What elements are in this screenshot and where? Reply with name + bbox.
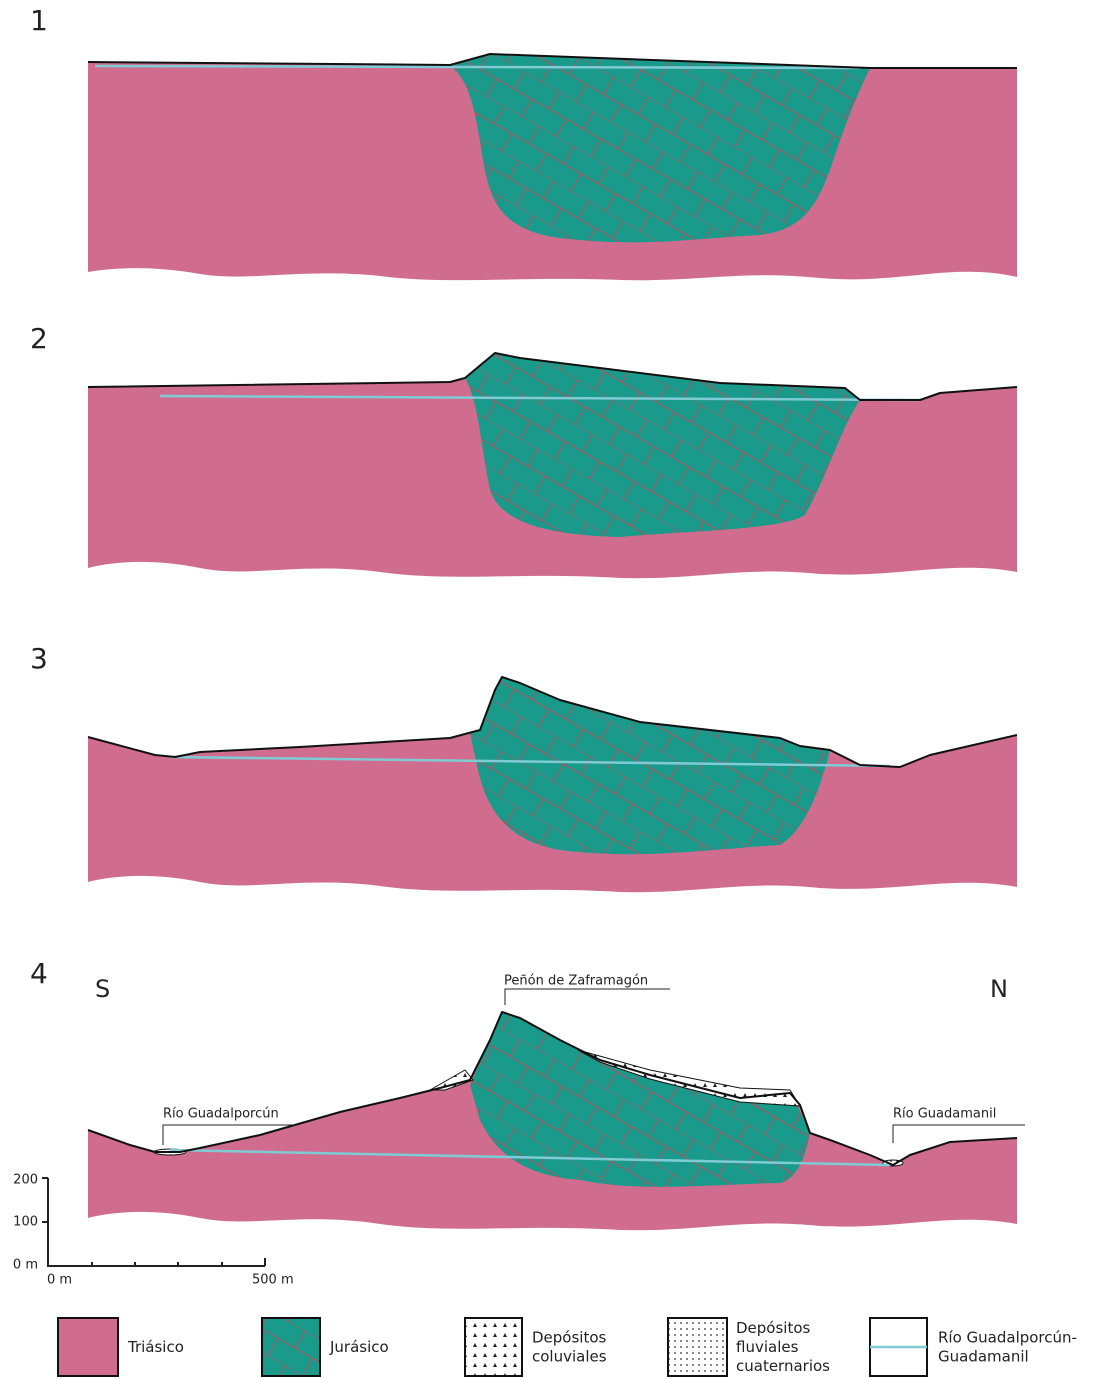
river (169, 1148, 891, 1167)
south-label: S (95, 975, 110, 1003)
surface (87, 352, 1018, 401)
scale-label: 0 m (47, 1273, 72, 1288)
legend-line: fluviales (736, 1338, 799, 1356)
north-label: N (990, 975, 1008, 1003)
colluvial-deposit (428, 1069, 474, 1091)
surface (87, 1011, 1018, 1166)
panel-label: 1 (30, 4, 48, 37)
jurassic (470, 1012, 810, 1187)
panel-label: 3 (30, 642, 48, 675)
jurassic (470, 677, 830, 855)
river (159, 394, 921, 402)
legend-line: Guadamanil (938, 1347, 1029, 1365)
section-2: 2 (30, 322, 1018, 579)
legend-line: Depósitos (532, 1328, 607, 1346)
jurassic (465, 353, 860, 537)
scale-bar: 200 100 0 m 0 m 500 m (13, 1173, 294, 1288)
leader-line (892, 1124, 1025, 1143)
leader-line (162, 1124, 298, 1145)
peak-label: Peñón de Zaframagón (504, 974, 648, 989)
surface (87, 676, 1018, 768)
section-4: 4 S N Peñón de Zaframagón Río Guadalporc… (30, 957, 1025, 1231)
legend-line: Triásico (127, 1338, 184, 1356)
legend-swatch (667, 1317, 728, 1377)
legend-label: Río Guadalporcún-Guadamanil (938, 1328, 1077, 1365)
panel-label: 2 (30, 322, 48, 355)
legend-label: Depósitos fluviales cuaternarios (736, 1319, 830, 1375)
legend-swatch (261, 1317, 321, 1377)
scale-label: 0 m (13, 1258, 38, 1273)
panel-label: 4 (30, 957, 48, 990)
leader-line (504, 988, 670, 1005)
legend-swatch (464, 1317, 523, 1377)
river (94, 64, 861, 70)
surface (87, 53, 1017, 69)
scale-label: 500 m (252, 1273, 294, 1288)
legend-label: Jurásico (329, 1338, 389, 1356)
section-3: 3 (30, 642, 1018, 893)
scale-label: 100 (13, 1215, 38, 1230)
legend-swatch (57, 1317, 119, 1377)
scale-label: 200 (13, 1173, 38, 1188)
legend-line: Jurásico (329, 1338, 389, 1356)
river-label: Río Guadamanil (893, 1107, 996, 1122)
section-1: 1 (30, 4, 1017, 281)
legend-line: coluviales (532, 1347, 607, 1365)
legend-label: Depósitos coluviales (532, 1328, 607, 1365)
scale-lines (42, 1177, 266, 1267)
legend-line: cuaternarios (736, 1357, 830, 1375)
jurassic (450, 54, 870, 243)
legend-label: Triásico (127, 1338, 184, 1356)
legend-line: Río Guadalporcún- (938, 1328, 1077, 1346)
river (169, 755, 891, 768)
river-label: Río Guadalporcún (163, 1107, 279, 1122)
legend-line: Depósitos (736, 1319, 811, 1337)
